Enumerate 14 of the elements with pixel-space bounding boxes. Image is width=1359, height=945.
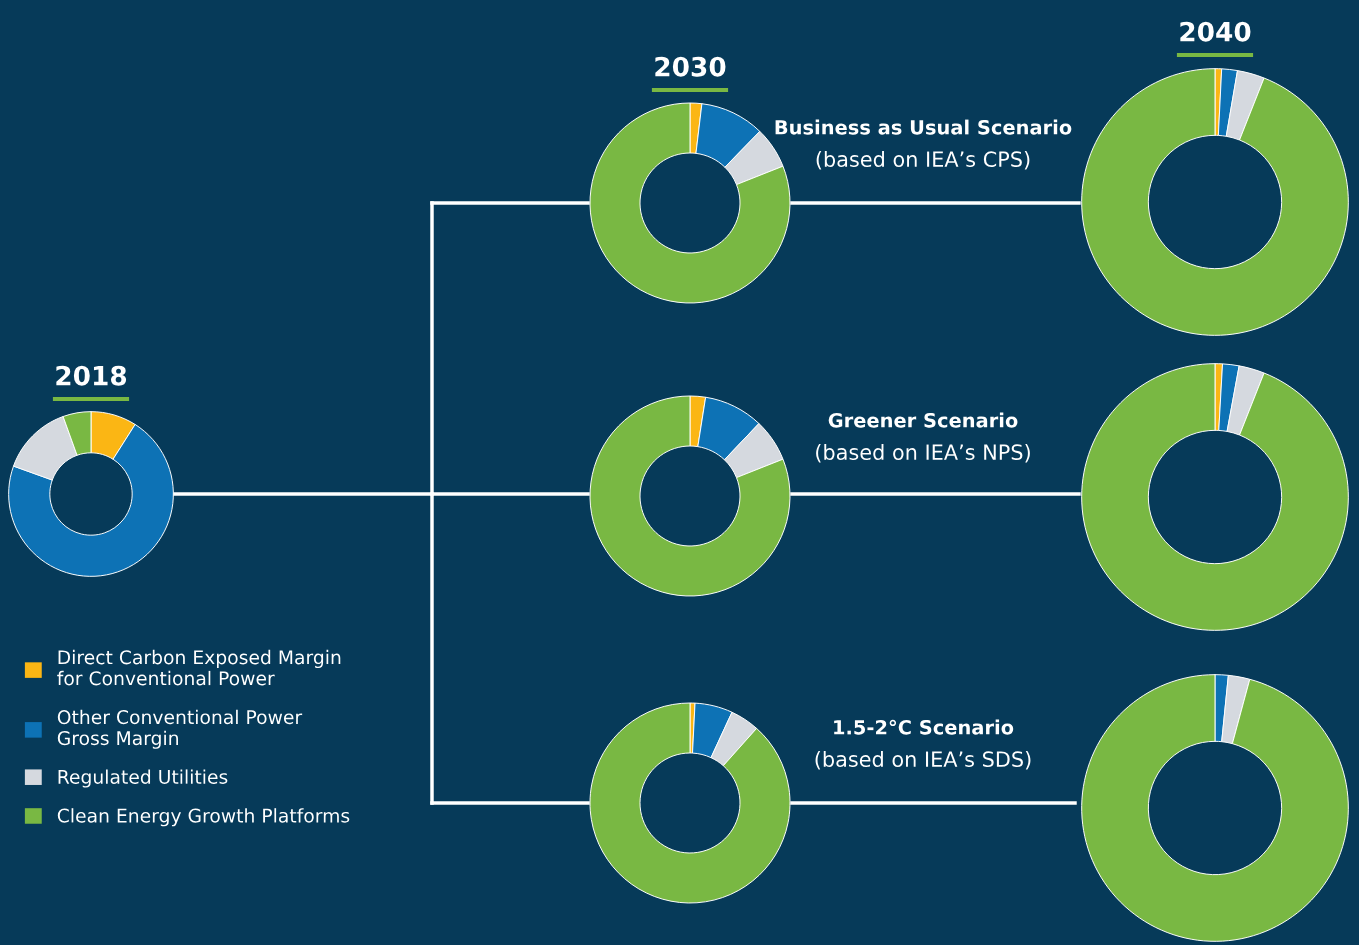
legend-label: Direct Carbon Exposed Margin for Conventional Power <box>57 649 341 686</box>
text: Business as Usual Scenario <box>775 119 1072 135</box>
text: (based on IEA’s CPS) <box>816 150 1030 170</box>
chart-title: 2040 <box>1180 21 1251 42</box>
text: (based on IEA’s SDS) <box>815 750 1031 770</box>
text: Greener Scenario <box>828 412 1018 428</box>
text: (based on IEA’s NPS) <box>816 443 1030 463</box>
legend-label: Clean Energy Growth Platforms <box>57 808 350 827</box>
chart-title: 2030 <box>655 56 726 77</box>
chart-title: 2018 <box>56 365 127 386</box>
legend-label: Regulated Utilities <box>58 769 228 788</box>
legend-label: Other Conventional Power Gross Margin <box>57 709 303 749</box>
text: 1.5-2°C Scenario <box>834 719 1014 735</box>
donut-slice <box>1081 674 1349 942</box>
